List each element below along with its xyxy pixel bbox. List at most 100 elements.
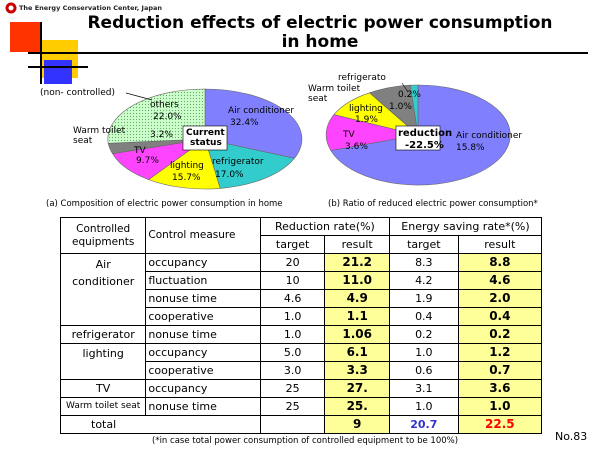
cell-reduction-result: 11.0 xyxy=(324,271,390,290)
logo-text: The Energy Conservation Center, Japan xyxy=(19,4,163,12)
table-row: nonuse time 4.6 4.9 1.9 2.0 xyxy=(61,289,543,308)
cell-reduction-result: 1.1 xyxy=(324,307,390,326)
header-reduction-target: target xyxy=(259,235,326,254)
label-toilet-pct: 3.2% xyxy=(150,130,173,140)
decor-blue-block xyxy=(44,60,72,84)
label-b-ref-pct: 0.2% xyxy=(398,90,421,100)
cell-saving-result: 2.0 xyxy=(457,289,543,308)
cell-reduction-result: 1.06 xyxy=(324,325,390,344)
table-row: fluctuation 10 11.0 4.2 4.6 xyxy=(61,271,543,290)
table-row: TV occupancy 25 27. 3.1 3.6 xyxy=(59,379,543,398)
center-current-1: Current xyxy=(186,128,225,138)
cell-reduction-target: 5.0 xyxy=(259,343,326,362)
cell-reduction-target: 25 xyxy=(259,379,326,398)
cell-reduction-result: 27. xyxy=(324,379,390,398)
cell-saving-result: 1.0 xyxy=(457,397,543,416)
cell-saving-result: 1.2 xyxy=(457,343,543,362)
label-b-ref-name: refrigerato xyxy=(338,73,386,83)
label-b-tv-pct: 3.6% xyxy=(345,142,368,152)
label-b-tv-name: TV xyxy=(343,130,355,140)
cell-reduction-result: 3.3 xyxy=(324,361,390,380)
header-equip-line-2: equipments xyxy=(72,235,135,248)
table-row: Air conditioner occupancy 20 21.2 8.3 8.… xyxy=(59,253,543,326)
cell-saving-target: 4.2 xyxy=(388,271,459,290)
label-b-toilet-name-2: seat xyxy=(308,94,328,104)
cell-saving-target: 1.0 xyxy=(388,343,459,362)
cell-measure: cooperative xyxy=(145,361,261,380)
pie-chart-current xyxy=(107,88,303,190)
page-title-line-1: Reduction effects of electric power cons… xyxy=(87,13,553,33)
label-b-lighting-pct: 1.9% xyxy=(355,115,378,125)
total-reduction-target xyxy=(259,415,326,434)
table-header-row-2: target result target result xyxy=(61,235,543,254)
label-refrigerator-pct: 17.0% xyxy=(215,170,244,180)
header-reduction-rate: Reduction rate(%) xyxy=(259,217,390,236)
cell-saving-target: 3.1 xyxy=(388,379,459,398)
header-saving-target: target xyxy=(388,235,459,254)
cell-reduction-target: 3.0 xyxy=(259,361,326,380)
decor-horizontal-line xyxy=(28,52,588,54)
caption-pie-a: (a) Composition of electric power consum… xyxy=(46,199,283,209)
slice-air-conditioner xyxy=(204,88,303,159)
cell-saving-result: 0.2 xyxy=(457,325,543,344)
header-equip-line-1: Controlled xyxy=(76,222,131,235)
table-row-total: total 9 20.7 22.5 xyxy=(60,415,543,434)
label-toilet-name-1: Warm toilet xyxy=(73,126,126,136)
cell-saving-result: 4.6 xyxy=(457,271,543,290)
total-saving-result: 22.5 xyxy=(457,415,543,434)
cell-saving-target: 8.3 xyxy=(388,253,459,272)
total-label: total xyxy=(60,415,261,434)
cell-reduction-result: 21.2 xyxy=(324,253,390,272)
pie-chart-reduction xyxy=(325,82,511,186)
total-saving-target: 20.7 xyxy=(388,415,459,434)
cell-measure: nonuse time xyxy=(145,397,261,416)
center-current-2: status xyxy=(190,138,222,148)
decor-red-block xyxy=(10,22,40,52)
cell-saving-target: 1.0 xyxy=(388,397,459,416)
header-controlled-equipments: Controlled equipments xyxy=(59,217,147,254)
cell-reduction-target: 1.0 xyxy=(259,325,326,344)
decor-horizontal-line-2 xyxy=(28,66,88,68)
cell-measure: nonuse time xyxy=(145,325,261,344)
slice-refrigerator xyxy=(204,138,295,189)
slice-b-tv xyxy=(325,114,419,151)
cell-saving-result: 0.4 xyxy=(457,307,543,326)
label-b-air-name: Air conditioner xyxy=(456,131,523,141)
page-number: No.83 xyxy=(555,430,588,443)
header-reduction-result: result xyxy=(324,235,390,254)
equip-tv: TV xyxy=(59,379,147,398)
equip-warm-toilet-seat: Warm toilet seat xyxy=(59,397,147,416)
center-reduction-2: -22.5% xyxy=(405,140,444,151)
cell-measure: occupancy xyxy=(145,253,261,272)
label-air-name: Air conditioner xyxy=(228,106,295,116)
caption-pie-b: (b) Ratio of reduced electric power cons… xyxy=(328,199,538,209)
table-row: refrigerator nonuse time 1.0 1.06 0.2 0.… xyxy=(59,325,543,344)
equip-refrigerator: refrigerator xyxy=(59,325,147,344)
table-row: cooperative 3.0 3.3 0.6 0.7 xyxy=(61,361,543,380)
label-toilet-name-2: seat xyxy=(73,136,93,146)
slice-others xyxy=(107,88,206,144)
cell-measure: fluctuation xyxy=(145,271,261,290)
header-energy-saving-rate: Energy saving rate*(%) xyxy=(388,217,543,236)
label-lighting-pct: 15.7% xyxy=(172,173,201,183)
equip-air-line-2: conditioner xyxy=(72,275,135,288)
cell-reduction-target: 1.0 xyxy=(259,307,326,326)
page-title-line-2: in home xyxy=(281,32,359,52)
slice-lighting xyxy=(147,138,221,190)
cell-reduction-target: 10 xyxy=(259,271,326,290)
header-control-measure: Control measure xyxy=(145,217,261,254)
cell-measure: nonuse time xyxy=(145,289,261,308)
table-row: cooperative 1.0 1.1 0.4 0.4 xyxy=(61,307,543,326)
cell-saving-result: 8.8 xyxy=(457,253,543,272)
label-others-pct: 22.0% xyxy=(153,112,182,122)
cell-reduction-target: 20 xyxy=(259,253,326,272)
label-lighting-name: lighting xyxy=(170,161,204,171)
label-b-air-pct: 15.8% xyxy=(456,143,485,153)
cell-saving-result: 3.6 xyxy=(457,379,543,398)
label-air-pct: 32.4% xyxy=(230,118,259,128)
cell-measure: cooperative xyxy=(145,307,261,326)
reduction-table: Controlled equipments Control measure Re… xyxy=(59,217,543,434)
footnote: (*in case total power consumption of con… xyxy=(152,436,459,446)
cell-saving-result: 0.7 xyxy=(457,361,543,380)
table-row: lighting occupancy 5.0 6.1 1.0 1.2 xyxy=(59,343,543,380)
